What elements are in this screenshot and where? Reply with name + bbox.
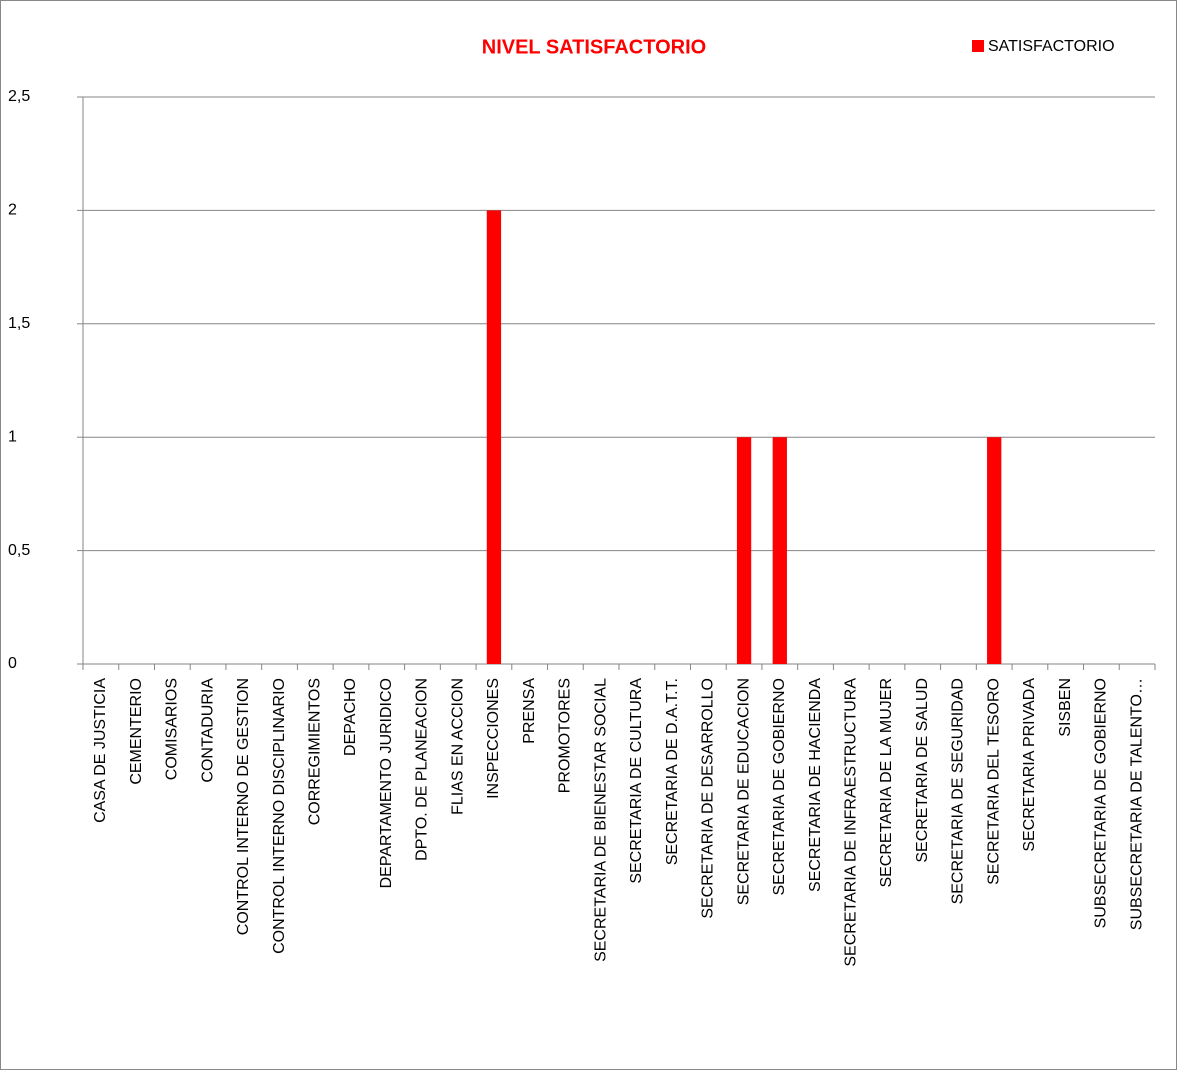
x-tick-label: DEPARTAMENTO JURIDICO [378,678,395,888]
y-tick-label: 1 [8,428,17,445]
legend-swatch [972,40,984,52]
x-tick-label: COMISARIOS [164,678,181,780]
x-tick-label: SECRETARIA DE LA MUJER [878,678,895,888]
x-tick-label: SECRETARIA DE SEGURIDAD [950,678,967,904]
x-tick-label: SECRETARIA DE SALUD [914,678,931,863]
x-tick-label: SECRETARIA DE INFRAESTRUCTURA [842,678,859,967]
x-tick-label: INSPECCIONES [485,678,502,799]
bar [486,210,502,664]
x-tick-label: FLIAS EN ACCION [449,678,466,815]
x-tick-label: CONTROL INTERNO DISCIPLINARIO [271,678,288,954]
x-tick-label: SISBEN [1057,678,1074,737]
x-tick-label: PRENSA [521,678,538,744]
x-tick-label: SECRETARIA DE HACIENDA [807,678,824,892]
bar [772,437,787,664]
x-tick-label: DPTO. DE PLANEACION [414,678,431,861]
x-tick-label: CONTADURIA [199,678,216,783]
x-tick-label: SECRETARIA DE D.A.T.T. [664,678,681,865]
x-tick-label: SECRETARIA PRIVADA [1021,678,1038,852]
x-tick-label: SECRETARIA DE BIENESTAR SOCIAL [592,678,609,962]
x-tick-label: CEMENTERIO [128,678,145,785]
x-tick-label: CORREGIMIENTOS [306,678,323,825]
y-tick-label: 2 [8,202,17,219]
y-tick-label: 0 [8,655,17,672]
legend-label: SATISFACTORIO [988,38,1115,55]
x-tick-label: PROMOTORES [557,678,574,793]
x-tick-label: SUBSECRETARIA DE TALENTO… [1128,678,1145,930]
bar [987,437,1002,664]
x-tick-label: SECRETARIA DE DESARROLLO [700,678,717,919]
y-tick-label: 0,5 [8,542,30,559]
x-tick-label: SECRETARIA DE EDUCACION [735,678,752,905]
x-tick-label: CONTROL INTERNO DE GESTION [235,678,252,935]
x-tick-label: SUBSECRETARIA DE GOBIERNO [1093,678,1110,928]
chart-title: NIVEL SATISFACTORIO [482,36,706,58]
bar [736,437,752,664]
x-tick-label: SECRETARIA DEL TESORO [985,678,1002,885]
x-tick-label: DEPACHO [342,678,359,756]
x-tick-label: SECRETARIA DE CULTURA [628,678,645,884]
y-tick-label: 2,5 [8,88,30,105]
x-tick-label: SECRETARIA DE GOBIERNO [771,678,788,896]
x-tick-label: CASA DE JUSTICIA [92,678,109,823]
y-tick-label: 1,5 [8,315,30,332]
